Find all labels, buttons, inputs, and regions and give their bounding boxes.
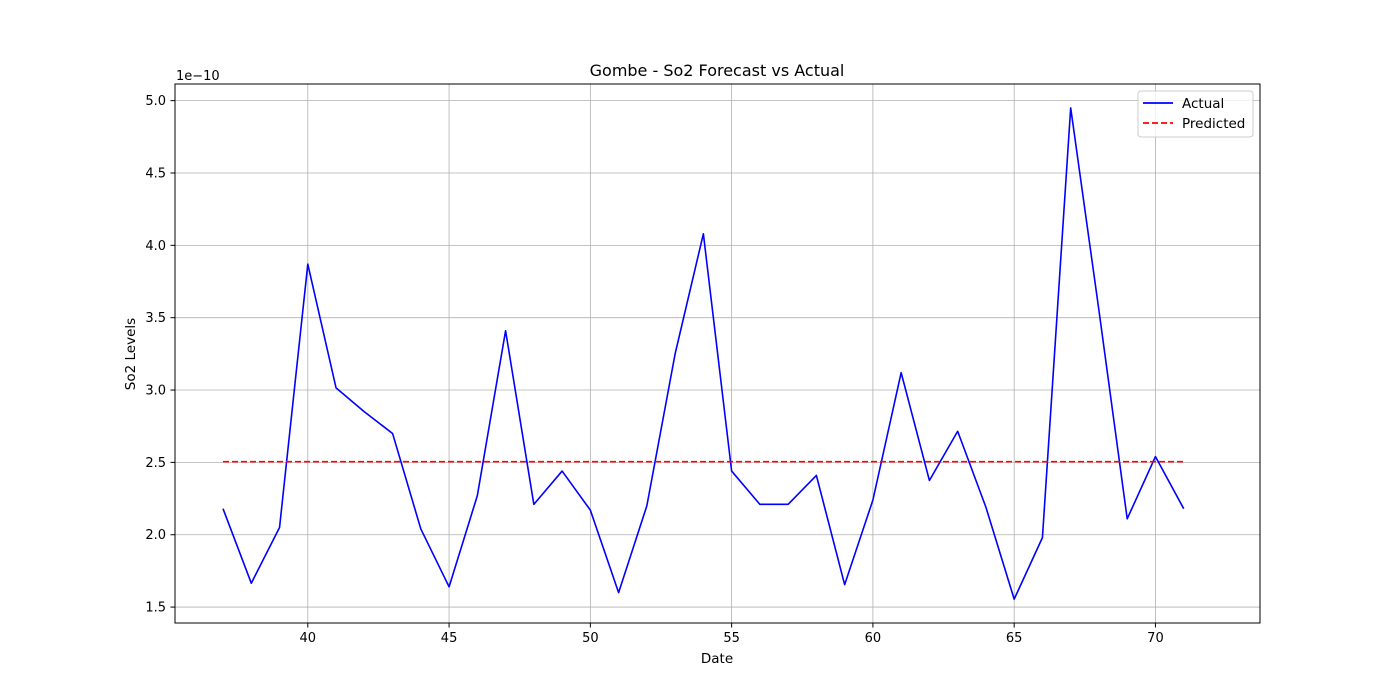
y-tick-label: 2.5 (145, 456, 166, 471)
y-tick-label: 2.0 (145, 528, 166, 543)
x-axis-ticks: 40 45 50 55 60 65 70 (300, 623, 1164, 646)
y-tick-label: 5.0 (145, 94, 166, 109)
y-tick-label: 3.0 (145, 384, 166, 399)
y-tick-label: 3.5 (145, 311, 166, 326)
series-lines (222, 107, 1185, 600)
x-tick-label: 70 (1147, 631, 1164, 646)
y-axis-ticks: 1.5 2.0 2.5 3.0 3.5 4.0 4.5 5.0 (145, 94, 175, 616)
x-tick-label: 55 (723, 631, 740, 646)
y-tick-label: 1.5 (145, 601, 166, 616)
y-axis-label: So2 Levels (123, 318, 139, 390)
y-axis-offset-text: 1e−10 (176, 69, 220, 84)
y-tick-label: 4.0 (145, 239, 166, 254)
y-tick-label: 4.5 (145, 166, 166, 181)
x-axis-label: Date (701, 651, 733, 667)
plot-area-frame (174, 83, 1261, 624)
chart-title: Gombe - So2 Forecast vs Actual (590, 61, 845, 80)
series-line-actual (222, 107, 1185, 600)
legend-label: Actual (1182, 96, 1224, 112)
x-tick-label: 50 (582, 631, 599, 646)
legend-label: Predicted (1182, 116, 1245, 132)
x-tick-label: 65 (1006, 631, 1023, 646)
x-tick-label: 60 (865, 631, 882, 646)
legend: Actual Predicted (1137, 90, 1254, 138)
x-tick-label: 40 (300, 631, 317, 646)
x-tick-label: 45 (441, 631, 458, 646)
